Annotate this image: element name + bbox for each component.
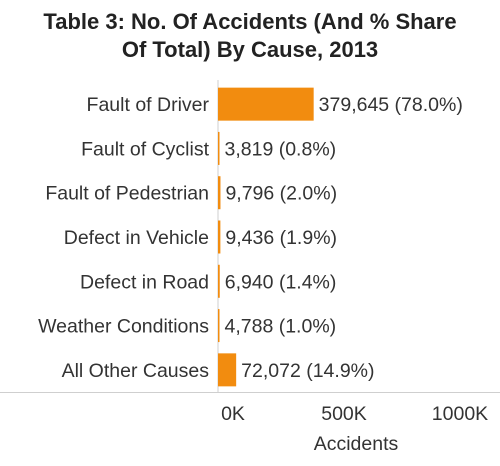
category-label: Fault of Driver bbox=[87, 94, 210, 116]
bar bbox=[218, 176, 221, 210]
x-tick-label: 500K bbox=[321, 403, 367, 425]
category-label: Fault of Cyclist bbox=[81, 138, 209, 160]
data-label: 72,072 (14.9%) bbox=[241, 360, 374, 382]
data-label: 379,645 (78.0%) bbox=[319, 94, 463, 116]
category-label: Weather Conditions bbox=[38, 316, 209, 338]
bar bbox=[218, 353, 237, 387]
bar bbox=[218, 264, 220, 298]
plot-area: Fault of Driver 379,645 (78.0%) Fault of C… bbox=[0, 80, 500, 455]
category-label: All Other Causes bbox=[62, 360, 210, 382]
data-label: 9,436 (1.9%) bbox=[225, 227, 337, 249]
data-label: 3,819 (0.8%) bbox=[225, 138, 337, 160]
data-label: 9,796 (2.0%) bbox=[225, 183, 337, 205]
x-axis-title: Accidents bbox=[314, 433, 399, 455]
chart-title-line-2: Of Total) By Cause, 2013 bbox=[121, 37, 379, 62]
data-label: 4,788 (1.0%) bbox=[225, 316, 337, 338]
x-tick-label: 1000K bbox=[432, 403, 488, 425]
bar bbox=[218, 220, 221, 254]
bar bbox=[218, 309, 220, 343]
chart-title-line-1: Table 3: No. Of Accidents (And % Share bbox=[43, 9, 457, 34]
category-label: Defect in Road bbox=[80, 271, 209, 293]
bar bbox=[218, 131, 220, 165]
chart-title: Table 3: No. Of Accidents (And % Share O… bbox=[0, 8, 500, 64]
data-label: 6,940 (1.4%) bbox=[225, 271, 337, 293]
category-label: Fault of Pedestrian bbox=[45, 183, 209, 205]
x-tick-label: 0K bbox=[221, 403, 245, 425]
bar bbox=[218, 87, 314, 121]
category-label: Defect in Vehicle bbox=[64, 227, 209, 249]
